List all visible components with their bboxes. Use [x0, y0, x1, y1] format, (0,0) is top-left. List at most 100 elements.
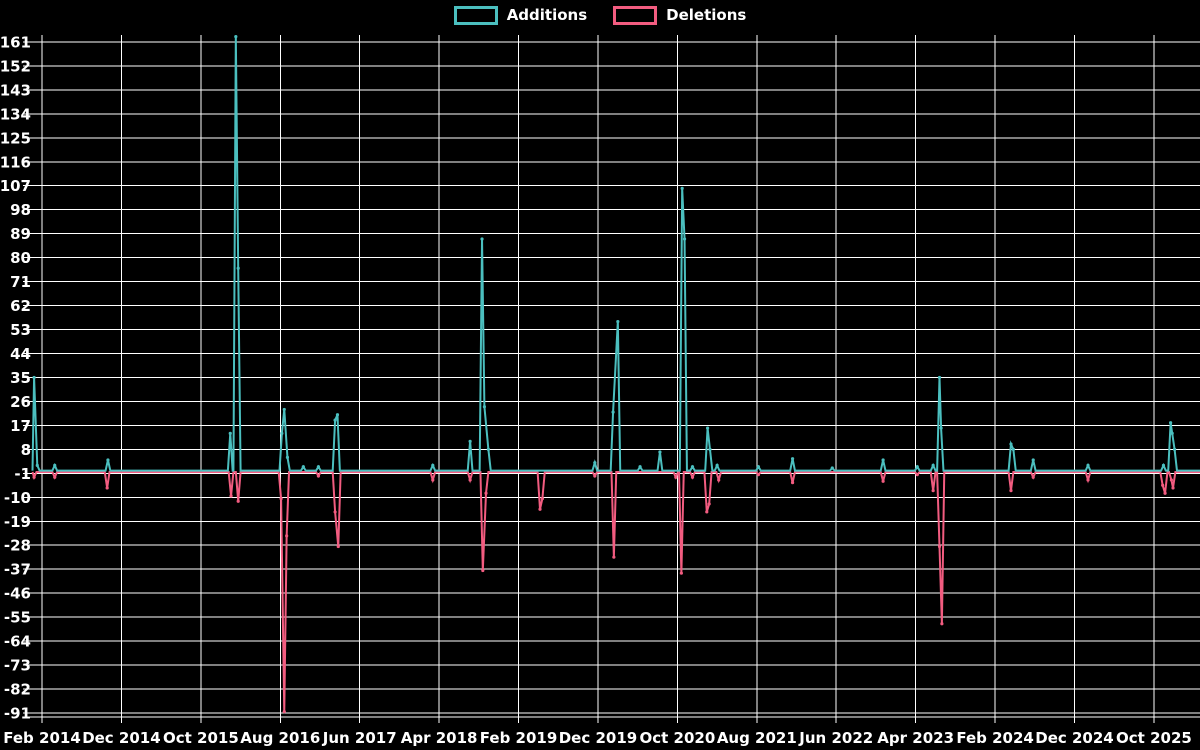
x-tick-label: Apr 2023 — [877, 729, 954, 747]
y-tick-label: 8 — [21, 441, 31, 459]
y-tick-label: 143 — [0, 81, 31, 99]
additions-point — [1031, 458, 1035, 462]
deletions-point — [484, 491, 488, 495]
y-tick-label: -1 — [14, 465, 31, 483]
y-tick-label: -19 — [4, 513, 31, 531]
additions-point — [35, 463, 39, 467]
deletions-point — [679, 571, 683, 575]
y-tick-label: -37 — [4, 561, 31, 579]
x-tick-label: Jun 2022 — [798, 729, 873, 747]
deletions-line — [31, 470, 1200, 712]
additions-point — [301, 465, 305, 469]
additions-line — [31, 36, 1200, 472]
additions-point — [937, 375, 942, 380]
additions-point — [32, 375, 36, 380]
additions-point — [106, 458, 110, 462]
additions-point — [708, 447, 712, 451]
additions-point — [616, 319, 620, 324]
y-tick-label: 152 — [0, 57, 31, 75]
deletions-point — [593, 474, 597, 478]
x-tick-label: Apr 2018 — [401, 729, 478, 747]
additions-point — [682, 237, 687, 241]
y-tick-label: 161 — [0, 33, 31, 51]
x-tick-label: Aug 2016 — [240, 729, 320, 747]
additions-point — [1170, 431, 1174, 435]
additions-point — [705, 426, 710, 430]
deletions-point — [915, 473, 919, 477]
additions-point — [1086, 463, 1090, 467]
additions-point — [939, 426, 943, 430]
deletions-point — [279, 497, 283, 501]
additions-point — [593, 461, 597, 465]
deletions-point — [1009, 489, 1013, 493]
deletions-point — [540, 497, 544, 501]
y-tick-label: 71 — [10, 273, 31, 291]
y-tick-label: -55 — [4, 609, 31, 627]
x-tick-label: Dec 2014 — [82, 729, 161, 747]
deletions-point — [674, 475, 678, 479]
additions-point — [316, 465, 321, 469]
x-tick-label: Oct 2020 — [640, 729, 716, 747]
additions-point — [236, 266, 240, 270]
additions-point — [53, 463, 57, 467]
additions-point — [480, 237, 484, 241]
deletions-point — [690, 475, 695, 479]
additions-point — [638, 465, 642, 469]
deletions-point — [282, 710, 286, 714]
legend-swatch-icon — [453, 6, 498, 25]
deletions-point — [940, 622, 944, 626]
deletions-point — [612, 555, 616, 559]
y-tick-label: 35 — [10, 369, 31, 387]
additions-point — [611, 410, 615, 414]
additions-point — [690, 465, 695, 469]
legend: Additions Deletions — [0, 6, 1200, 25]
deletions-point — [333, 510, 337, 514]
legend-item-additions[interactable]: Additions — [453, 6, 587, 25]
y-tick-label: -73 — [4, 657, 31, 675]
deletions-point — [1086, 478, 1090, 482]
additions-point — [486, 447, 490, 451]
x-tick-label: Jun 2017 — [322, 729, 397, 747]
additions-point — [715, 463, 719, 467]
deletions-point — [538, 507, 542, 511]
additions-point — [1169, 421, 1173, 425]
deletions-point — [756, 473, 761, 477]
x-tick-label: Oct 2015 — [163, 729, 239, 747]
deletions-point — [931, 489, 935, 493]
additions-point — [1172, 447, 1177, 451]
y-tick-label: -10 — [4, 489, 31, 507]
legend-item-deletions[interactable]: Deletions — [613, 6, 746, 25]
deletions-point — [468, 478, 472, 482]
y-tick-label: 116 — [0, 153, 31, 171]
y-tick-label: -64 — [4, 633, 31, 651]
y-tick-label: 17 — [10, 417, 31, 435]
x-tick-label: Aug 2021 — [717, 729, 797, 747]
y-tick-label: 26 — [10, 393, 31, 411]
additions-point — [482, 405, 487, 409]
additions-point — [333, 418, 337, 422]
additions-point — [228, 431, 232, 435]
deletions-point — [481, 568, 485, 573]
x-tick-label: Feb 2019 — [480, 729, 558, 747]
y-tick-label: -91 — [4, 705, 31, 723]
additions-point — [285, 455, 290, 459]
deletions-point — [790, 481, 795, 485]
deletions-point — [881, 479, 885, 483]
x-tick-label: Feb 2014 — [3, 729, 81, 747]
x-tick-label: Feb 2024 — [956, 729, 1034, 747]
deletions-point — [285, 534, 289, 538]
x-tick-label: Oct 2025 — [1116, 729, 1192, 747]
additions-point — [915, 465, 919, 469]
additions-point — [282, 407, 286, 412]
deletions-point — [1163, 491, 1167, 495]
additions-point — [931, 463, 935, 467]
additions-point — [830, 466, 834, 470]
legend-swatch-icon — [613, 6, 658, 25]
legend-item-label: Deletions — [666, 6, 747, 24]
y-tick-label: 107 — [0, 177, 31, 195]
additions-point — [234, 34, 238, 39]
additions-point — [881, 458, 885, 462]
